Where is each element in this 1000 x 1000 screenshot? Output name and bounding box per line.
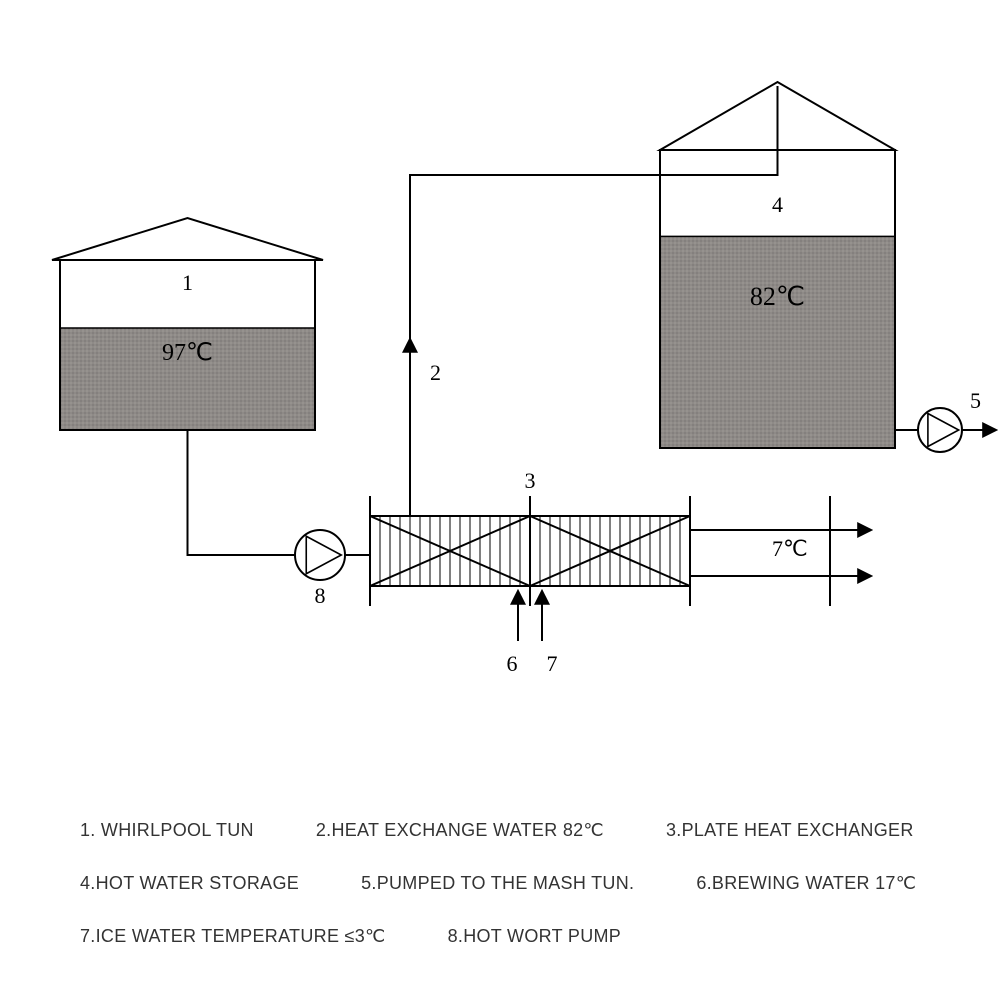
svg-text:82℃: 82℃ [750,282,805,311]
legend-item-7: 7.ICE WATER TEMPERATURE ≤3℃ [80,926,386,947]
svg-text:7℃: 7℃ [772,536,808,561]
legend-item-1: 1. WHIRLPOOL TUN [80,820,254,841]
svg-text:97℃: 97℃ [162,340,213,366]
svg-text:4: 4 [772,192,783,217]
legend-item-2: 2.HEAT EXCHANGE WATER 82℃ [316,820,604,841]
svg-text:1: 1 [182,270,193,295]
legend-item-8: 8.HOT WORT PUMP [448,926,622,947]
legend-item-4: 4.HOT WATER STORAGE [80,873,299,894]
process-diagram: 1 97℃ 4 82℃ 3 8 5 2 7℃ 6 7 [0,0,1000,750]
svg-text:8: 8 [315,583,326,608]
legend-block: 1. WHIRLPOOL TUN 2.HEAT EXCHANGE WATER 8… [80,820,940,979]
svg-text:6: 6 [507,651,518,676]
svg-text:3: 3 [525,468,536,493]
svg-text:2: 2 [430,360,441,385]
legend-item-3: 3.PLATE HEAT EXCHANGER [666,820,914,841]
svg-text:7: 7 [547,651,558,676]
legend-item-5: 5.PUMPED TO THE MASH TUN. [361,873,634,894]
svg-text:5: 5 [970,388,981,413]
legend-item-6: 6.BREWING WATER 17℃ [696,873,916,894]
